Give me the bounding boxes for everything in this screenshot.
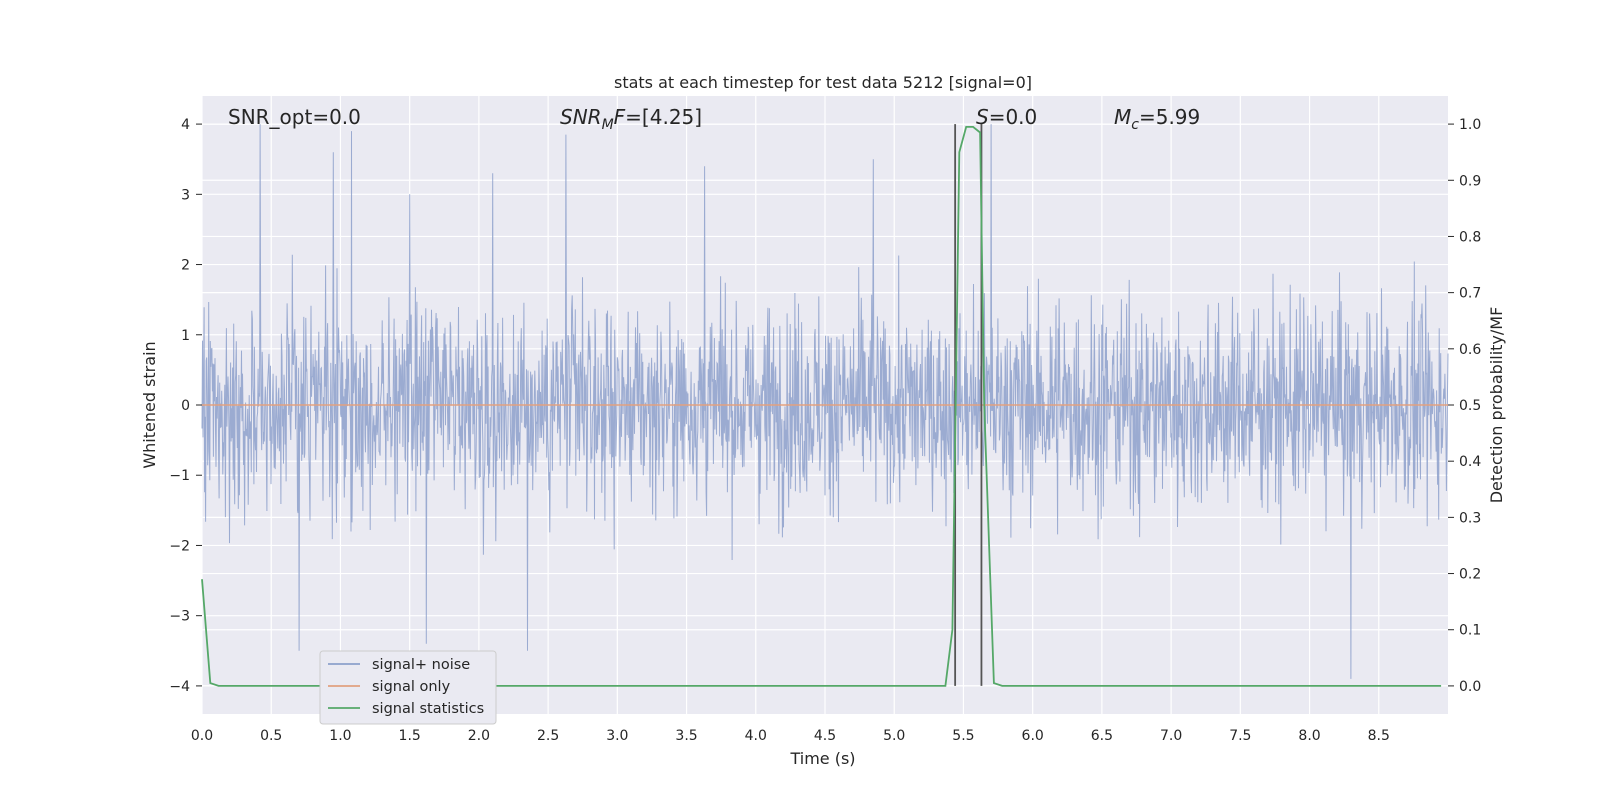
annotations: SNR_opt=0.0 SNRMF=[4.25] S=0.0 Mc=5.99 [228,105,1200,133]
noise-series-layer [201,124,1449,679]
x-tick-label: 8.0 [1298,728,1320,744]
series-signal-noise [201,124,1449,679]
annotation-mc-part: =5.99 [1139,105,1200,129]
x-tick-label: 0.5 [260,728,282,744]
x-tick-label: 7.0 [1160,728,1182,744]
y-right-tick-label: 0.8 [1459,229,1481,245]
y-tick-label: 3 [181,187,190,203]
y-right-axis-label: Detection probability/MF [1487,307,1506,504]
y-right-tick-label: 0.2 [1459,567,1481,583]
annotation-mc-value: Mc=5.99 [1114,105,1200,133]
annotation-snr-mf-part: M [602,117,614,133]
annotation-mc-part: c [1131,117,1139,133]
y-tick-label: −4 [169,679,190,695]
annotation-snr-mf: SNRMF=[4.25] [560,105,702,133]
y-tick-label: −1 [169,468,190,484]
x-tick-label: 1.0 [329,728,351,744]
y-tick-label: −2 [169,538,190,554]
y-right-tick-label: 1.0 [1459,117,1481,133]
y-right-tick-label: 0.5 [1459,398,1481,414]
x-tick-label: 4.0 [745,728,767,744]
y-right-tick-label: 0.7 [1459,286,1481,302]
x-tick-label: 0.0 [191,728,213,744]
annotation-snr-mf-part: =[4.25] [625,105,702,129]
x-tick-label: 3.0 [606,728,628,744]
x-tick-label: 7.5 [1229,728,1251,744]
y-right-tick-label: 0.9 [1459,173,1481,189]
y-tick-label: −3 [169,609,190,625]
x-tick-label: 3.5 [675,728,697,744]
y-right-tick-label: 0.3 [1459,510,1481,526]
x-tick-label: 6.5 [1091,728,1113,744]
legend: signal+ noise signal only signal statistic… [319,650,497,725]
lines-layer [201,124,1448,687]
x-tick-label: 2.0 [468,728,490,744]
legend-label: signal+ noise [372,657,470,673]
chart-title: stats at each timestep for test data 521… [614,73,1032,92]
annotation-s-part: =0.0 [989,105,1038,129]
legend-box [319,650,497,725]
x-tick-label: 4.5 [814,728,836,744]
y-tick-label: 1 [181,328,190,344]
x-axis-label: Time (s) [789,749,855,768]
y-right-tick-label: 0.4 [1459,454,1481,470]
y-right-tick-label: 0.1 [1459,623,1481,639]
x-tick-label: 6.0 [1022,728,1044,744]
legend-label: signal only [372,679,451,695]
y-axis-label: Whitened strain [140,341,159,468]
y-right-tick-label: 0.0 [1459,679,1481,695]
ticks-layer: 0.0 0.5 1.0 1.5 2.0 2.5 3.0 3.5 4.0 4.5 5.0 5.5 6.0 6… [169,117,1481,744]
x-tick-label: 5.5 [952,728,974,744]
x-tick-label: 5.0 [883,728,905,744]
y-right-tick-label: 0.6 [1459,342,1481,358]
annotation-s-value: S=0.0 [976,105,1037,129]
annotation-mc-part: M [1114,105,1131,129]
y-tick-label: 0 [181,398,190,414]
x-tick-label: 2.5 [537,728,559,744]
annotation-s-part: S [976,105,989,129]
series-signal-statistics [201,126,1442,687]
annotation-snr-mf-part: F [614,105,626,129]
x-tick-label: 8.5 [1368,728,1390,744]
annotation-snr-opt: SNR_opt=0.0 [228,105,361,129]
annotation-snr-mf-part: SNR [560,105,602,129]
y-tick-label: 4 [181,117,190,133]
legend-label: signal statistics [372,701,484,717]
y-tick-label: 2 [181,258,190,274]
x-tick-label: 1.5 [399,728,421,744]
